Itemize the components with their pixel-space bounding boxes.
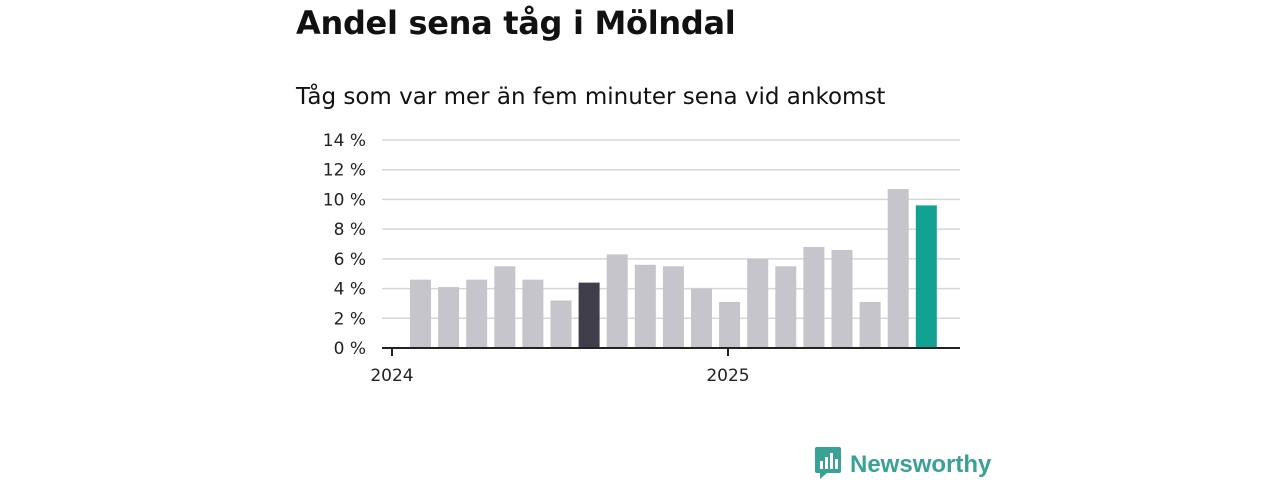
- y-tick-label: 0 %: [334, 339, 366, 359]
- x-tick-label: 2025: [706, 366, 749, 386]
- x-tick-label: 2024: [370, 366, 413, 386]
- y-tick-label: 2 %: [334, 309, 366, 329]
- bar: [578, 282, 600, 348]
- bar: [522, 279, 544, 348]
- bar: [859, 301, 881, 348]
- bar: [719, 301, 741, 348]
- chart-subtitle: Tåg som var mer än fem minuter sena vid …: [296, 84, 886, 110]
- y-tick-label: 14 %: [323, 131, 366, 151]
- y-axis-ticks: 0 % 2 % 4 % 6 % 8 % 10 % 12 % 14 %: [323, 131, 366, 359]
- y-tick-label: 6 %: [334, 250, 366, 270]
- bars: [410, 189, 937, 348]
- chart-title: Andel sena tåg i Mölndal: [296, 4, 736, 42]
- bar-chart-logo-icon: [814, 446, 842, 484]
- x-axis-ticks: 2024 2025: [370, 348, 750, 386]
- bar: [887, 189, 909, 348]
- bar: [747, 258, 769, 348]
- y-tick-label: 10 %: [323, 190, 366, 210]
- bar: [410, 279, 431, 348]
- bar: [466, 279, 488, 348]
- brand-name: Newsworthy: [850, 451, 992, 478]
- bar: [662, 266, 684, 348]
- bar: [550, 300, 572, 348]
- bar: [691, 288, 712, 348]
- bar: [634, 264, 656, 348]
- bar: [803, 246, 825, 348]
- y-tick-label: 8 %: [334, 220, 366, 240]
- bar: [494, 266, 516, 348]
- y-tick-label: 12 %: [323, 161, 366, 181]
- bar: [915, 205, 937, 348]
- bar: [438, 287, 460, 348]
- newsworthy-brand: Newsworthy: [814, 446, 991, 484]
- y-tick-label: 4 %: [334, 280, 366, 300]
- bar: [775, 266, 797, 348]
- bar: [831, 249, 853, 348]
- bar: [606, 254, 628, 348]
